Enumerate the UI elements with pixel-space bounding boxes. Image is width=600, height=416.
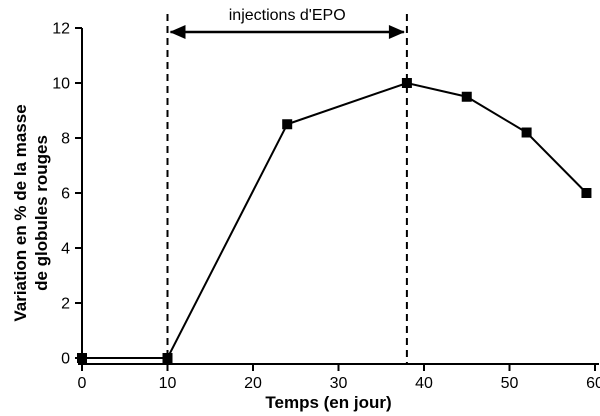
- x-tick-label: 50: [501, 375, 519, 392]
- injection-arrow-left-head: [169, 25, 186, 39]
- series-line: [82, 81, 588, 359]
- y-tick-label: 6: [61, 186, 70, 203]
- axes: [78, 28, 599, 365]
- y-axis-ticks: 0 2 4 6 8 10 12: [52, 21, 82, 368]
- x-tick-label: 10: [159, 375, 177, 392]
- y-tick-label: 8: [61, 131, 70, 148]
- x-tick-label: 30: [330, 375, 348, 392]
- data-point: [461, 91, 472, 102]
- injection-label: injections d'EPO: [229, 7, 346, 24]
- x-tick-label: 20: [244, 375, 262, 392]
- x-tick-label: 0: [78, 375, 87, 392]
- x-tick-label: 40: [415, 375, 433, 392]
- data-point: [521, 127, 532, 138]
- injection-arrow-right-head: [388, 25, 405, 39]
- data-point: [401, 78, 412, 88]
- y-axis-title: Variation en % de la masse de globules ro…: [11, 104, 51, 321]
- y-tick-label: 4: [61, 241, 70, 258]
- data-point: [162, 353, 173, 363]
- data-point: [282, 119, 293, 130]
- x-axis-ticks: 0 10 20 30 40 50 60: [78, 364, 600, 392]
- data-point: [77, 353, 87, 363]
- y-tick-label: 2: [61, 296, 70, 313]
- y-tick-label: 0: [61, 351, 70, 368]
- y-axis-title-line: de globules rouges: [32, 135, 51, 291]
- y-tick-label: 10: [52, 76, 70, 93]
- x-axis-title: Temps (en jour): [265, 393, 391, 412]
- injection-annotation: injections d'EPO: [166, 7, 408, 364]
- data-point: [581, 188, 592, 198]
- data-series: [77, 78, 592, 363]
- y-tick-label: 12: [52, 21, 70, 38]
- x-tick-label: 60: [586, 375, 600, 392]
- y-axis-title-line: Variation en % de la masse: [11, 104, 30, 321]
